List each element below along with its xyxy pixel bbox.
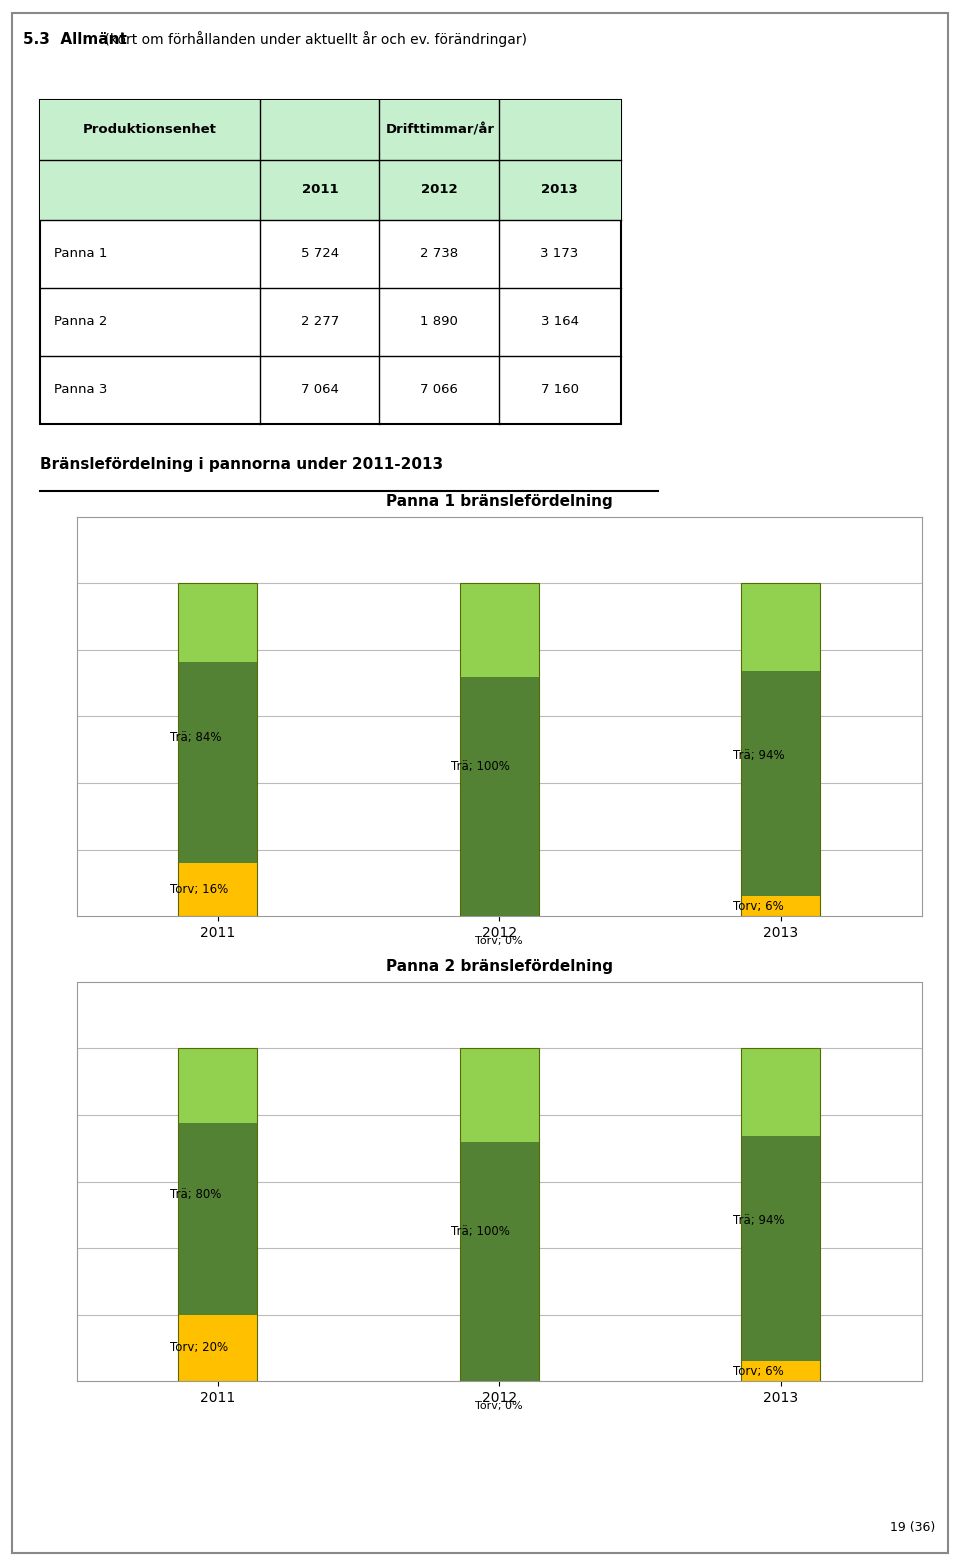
Bar [741,584,820,916]
Bar [741,1361,820,1381]
Text: Trä; 84%: Trä; 84% [170,731,221,744]
Text: Torv; 0%: Torv; 0% [475,1402,523,1411]
Text: Torv; 16%: Torv; 16% [170,883,228,896]
Text: Torv; 6%: Torv; 6% [732,1364,783,1378]
Text: Panna 1: Panna 1 [54,247,108,260]
Text: Trä; 100%: Trä; 100% [451,1225,510,1239]
Text: 7 160: 7 160 [540,384,579,396]
Text: 7 066: 7 066 [420,384,458,396]
Bar [460,1049,539,1142]
Bar [179,1123,257,1315]
Bar [179,1049,257,1381]
Text: Torv; 0%: Torv; 0% [475,936,523,946]
Bar [179,1049,257,1123]
Text: 3 173: 3 173 [540,247,579,260]
Bar [179,584,257,916]
Bar [460,677,539,916]
Text: Torv; 20%: Torv; 20% [170,1342,228,1355]
Text: 5.3  Allmänt: 5.3 Allmänt [23,31,127,47]
Bar [39,100,620,160]
Text: 2 277: 2 277 [300,315,339,329]
Text: 19 (36): 19 (36) [890,1521,935,1535]
Bar [741,1135,820,1361]
Text: 2011: 2011 [301,183,338,196]
Bar [179,584,257,661]
Bar [179,1315,257,1381]
Text: Trä; 80%: Trä; 80% [170,1189,221,1201]
Text: 3 164: 3 164 [540,315,579,329]
Bar [39,100,620,424]
Bar [741,896,820,916]
Text: 5 724: 5 724 [300,247,339,260]
Text: 2 738: 2 738 [420,247,458,260]
Text: Trä; 94%: Trä; 94% [732,749,784,763]
Text: Bränslefördelning i pannorna under 2011-2013: Bränslefördelning i pannorna under 2011-… [39,457,443,473]
Text: Panna 3: Panna 3 [54,384,108,396]
Text: Produktionsenhet: Produktionsenhet [84,124,217,136]
Text: 2013: 2013 [541,183,578,196]
Text: Torv; 6%: Torv; 6% [732,899,783,913]
Text: (kort om förhållanden under aktuellt år och ev. förändringar): (kort om förhållanden under aktuellt år … [100,31,527,47]
Text: 2012: 2012 [420,183,457,196]
Bar [179,863,257,916]
Bar [741,670,820,896]
Text: Drifttimmar/år: Drifttimmar/år [386,124,495,136]
Bar [39,160,620,219]
Bar [741,1049,820,1381]
Bar [460,1142,539,1381]
Bar [460,584,539,916]
Bar [460,584,539,677]
Bar [741,1049,820,1135]
Text: 1 890: 1 890 [420,315,458,329]
Text: Trä; 94%: Trä; 94% [732,1214,784,1228]
Bar [460,1049,539,1381]
Title: Panna 1 bränslefördelning: Panna 1 bränslefördelning [386,493,612,509]
Text: Trä; 100%: Trä; 100% [451,760,510,774]
Text: Panna 2: Panna 2 [54,315,108,329]
Text: 7 064: 7 064 [301,384,339,396]
Bar [741,584,820,670]
Title: Panna 2 bränslefördelning: Panna 2 bränslefördelning [386,958,612,974]
Bar [179,661,257,863]
